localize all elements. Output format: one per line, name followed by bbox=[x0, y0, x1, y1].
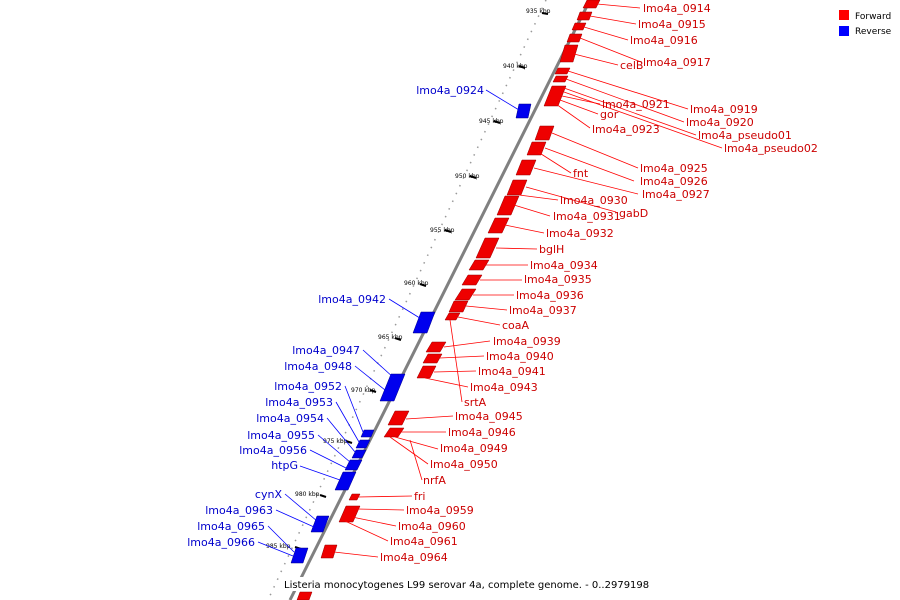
tick-label: 950 kbp bbox=[455, 173, 480, 180]
forward-genes bbox=[296, 0, 601, 600]
gene-label: lmo4a_0927 bbox=[642, 188, 710, 201]
tick-label: 970 kbp bbox=[351, 387, 376, 394]
gene-label: lmo4a_0940 bbox=[486, 350, 554, 363]
gene-label: lmo4a_0947 bbox=[292, 344, 360, 357]
gene-label: lmo4a_0916 bbox=[630, 34, 698, 47]
gene-label: gabD bbox=[619, 207, 648, 220]
gene-label: srtA bbox=[464, 396, 487, 409]
gene-label: lmo4a_0955 bbox=[247, 429, 315, 442]
gene-label: lmo4a_0936 bbox=[516, 289, 584, 302]
legend: Forward Reverse bbox=[839, 10, 892, 37]
gene-label: celB bbox=[620, 59, 643, 72]
gene-label: lmo4a_0959 bbox=[406, 504, 474, 517]
forward-label-group: lmo4a_0914 lmo4a_0915 lmo4a_0916 celB lm… bbox=[380, 2, 818, 564]
gene-label: fri bbox=[414, 490, 425, 503]
tick-label: 975 kbp bbox=[323, 438, 348, 445]
gene-label: lmo4a_0935 bbox=[524, 273, 592, 286]
gene-label: lmo4a_0963 bbox=[205, 504, 273, 517]
gene-label: lmo4a_0924 bbox=[416, 84, 484, 97]
tick-label: 945 kbp bbox=[479, 118, 504, 125]
gene-label: lmo4a_0966 bbox=[187, 536, 255, 549]
gene-label: lmo4a_0921 bbox=[602, 98, 670, 111]
gene-label: lmo4a_0942 bbox=[318, 293, 386, 306]
gene-label: lmo4a_0931 bbox=[553, 210, 621, 223]
gene-label: lmo4a_0950 bbox=[430, 458, 498, 471]
reverse-genes bbox=[290, 103, 532, 564]
gene-label: htpG bbox=[271, 459, 298, 472]
tick-label: 960 kbp bbox=[404, 280, 429, 287]
tick-label: 955 kbp bbox=[430, 227, 455, 234]
gene-label: lmo4a_0923 bbox=[592, 123, 660, 136]
gene-label: lmo4a_0941 bbox=[478, 365, 546, 378]
legend-forward-label: Forward bbox=[855, 12, 891, 22]
gene-label: lmo4a_0932 bbox=[546, 227, 614, 240]
gene-label: lmo4a_pseudo01 bbox=[698, 129, 792, 142]
gene-label: lmo4a_0939 bbox=[493, 335, 561, 348]
gene-label: lmo4a_0946 bbox=[448, 426, 516, 439]
gene-label: lmo4a_0965 bbox=[197, 520, 265, 533]
gene-label: lmo4a_0952 bbox=[274, 380, 342, 393]
gene-label: fnt bbox=[573, 167, 589, 180]
gene-label: lmo4a_0919 bbox=[690, 103, 758, 116]
gene-label: lmo4a_0954 bbox=[256, 412, 324, 425]
gene-label: lmo4a_0926 bbox=[640, 175, 708, 188]
reverse-leaders bbox=[257, 89, 520, 557]
legend-reverse-label: Reverse bbox=[855, 27, 892, 37]
gene-label: cynX bbox=[255, 488, 283, 501]
gene-label: lmo4a_0934 bbox=[530, 259, 598, 272]
gene-label: lmo4a_0948 bbox=[284, 360, 352, 373]
legend-forward-swatch bbox=[839, 10, 849, 20]
scale-ticks: 935 kbp 940 kbp 945 kbp 950 kbp 955 kbp … bbox=[266, 8, 551, 550]
tick-label: 980 kbp bbox=[295, 491, 320, 498]
gene-label: lmo4a_0920 bbox=[686, 116, 754, 129]
gene-label: lmo4a_0953 bbox=[265, 396, 333, 409]
gene-label: lmo4a_0949 bbox=[440, 442, 508, 455]
tick-label: 940 kbp bbox=[503, 63, 528, 70]
gene-label: lmo4a_0925 bbox=[640, 162, 708, 175]
gene-label: lmo4a_0961 bbox=[390, 535, 458, 548]
map-caption: Listeria monocytogenes L99 serovar 4a, c… bbox=[284, 580, 649, 591]
gene-label: lmo4a_pseudo02 bbox=[724, 142, 818, 155]
gene-label: lmo4a_0943 bbox=[470, 381, 538, 394]
gene-label: gor bbox=[600, 108, 619, 121]
forward-leaders bbox=[333, 3, 723, 558]
gene-label: lmo4a_0960 bbox=[398, 520, 466, 533]
reverse-label-group: lmo4a_0924 lmo4a_0942 lmo4a_0947 lmo4a_0… bbox=[187, 84, 484, 549]
gene-label: lmo4a_0914 bbox=[643, 2, 711, 15]
tick-label: 935 kbp bbox=[526, 8, 551, 15]
tick-label: 985 kbp bbox=[266, 543, 291, 550]
gene-label: lmo4a_0945 bbox=[455, 410, 523, 423]
gene-label: lmo4a_0964 bbox=[380, 551, 448, 564]
gene-label: coaA bbox=[502, 319, 530, 332]
gene-label: lmo4a_0917 bbox=[643, 56, 711, 69]
gene-label: lmo4a_0915 bbox=[638, 18, 706, 31]
gene-label: lmo4a_0956 bbox=[239, 444, 307, 457]
genome-backbone bbox=[288, 0, 592, 600]
caption-background bbox=[282, 577, 618, 591]
legend-reverse-swatch bbox=[839, 26, 849, 36]
gene-label: lmo4a_0937 bbox=[509, 304, 577, 317]
gene-label: bglH bbox=[539, 243, 564, 256]
gene-label: lmo4a_0930 bbox=[560, 194, 628, 207]
tick-label: 965 kbp bbox=[378, 334, 403, 341]
gene-label: nrfA bbox=[423, 474, 446, 487]
